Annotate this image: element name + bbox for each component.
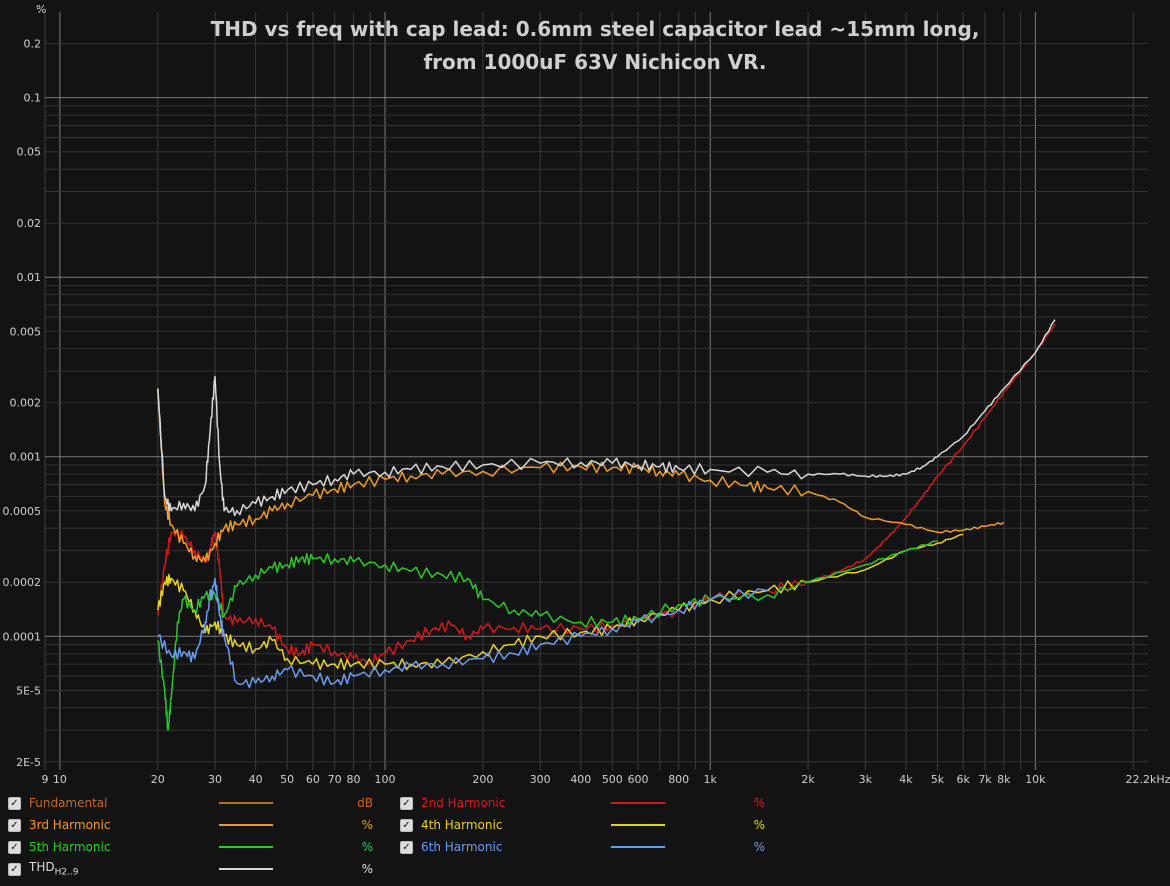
series-line-2nd-harmonic [157,323,1056,667]
legend-swatch [219,846,273,848]
x-tick-labels: 9 10 20 30 40 50 60 70 80 100 200 300 400 500 600 800 1k… [42,773,1170,786]
legend-checkbox[interactable]: ✓ [8,840,21,854]
legend-checkbox[interactable]: ✓ [8,818,21,832]
legend-swatch [219,824,273,826]
x-tick-label: 500 [602,773,623,786]
x-tick-label: 20 [151,773,165,786]
legend-unit: % [361,840,373,854]
legend-checkbox[interactable]: ✓ [8,862,21,876]
legend-unit: % [361,818,373,832]
series-line-5th-harmonic [157,540,938,731]
y-tick-label: 0.02 [17,217,42,230]
legend-unit: % [753,796,765,810]
legend-item-fundamental[interactable]: ✓ Fundamental dB [8,793,373,813]
x-tick-label: 10 [53,773,67,786]
x-tick-label: 6k [957,773,971,786]
x-tick-label: 40 [249,773,263,786]
legend-swatch [219,802,273,804]
y-tick-label: 0.0002 [3,576,42,589]
legend-label-subscript: H2..9 [54,867,79,878]
y-tick-label: 0.05 [17,146,42,159]
x-tick-label: 7k [978,773,992,786]
x-tick-label: 80 [347,773,361,786]
x-tick-label: 300 [530,773,551,786]
legend-item-2nd-harmonic[interactable]: ✓ 2nd Harmonic% [400,793,765,813]
x-tick-label: 800 [668,773,689,786]
y-tick-label: 0.002 [10,397,42,410]
legend-swatch [219,868,273,870]
x-tick-label: 5k [931,773,945,786]
x-tick-label: 9 [42,773,49,786]
y-tick-label: 0.001 [10,451,42,464]
legend-unit: dB [357,796,373,810]
x-tick-label: 400 [570,773,591,786]
legend-item-6th-harmonic[interactable]: ✓ 6th Harmonic% [400,837,765,857]
x-tick-label: 1k [704,773,718,786]
legend-checkbox[interactable]: ✓ [400,796,413,810]
legend-label: 6th Harmonic [421,840,503,854]
x-tick-label: 4k [899,773,913,786]
y-tick-label: 0.005 [10,325,42,338]
x-tick-label: 100 [375,773,396,786]
legend-item-3rd-harmonic[interactable]: ✓ 3rd Harmonic% [8,815,373,835]
thd-chart: 0.2 0.1 0.05 0.02 0.01 0.005 0.002 0.001 0.0005 0… [2,3,1170,786]
x-tick-label: 60 [306,773,320,786]
legend-unit: % [753,840,765,854]
series-line-4th-harmonic [157,533,964,671]
x-tick-label: 8k [997,773,1011,786]
y-tick-label: 0.1 [24,92,42,105]
x-tick-label: 200 [472,773,493,786]
legend-item-thd[interactable]: ✓ THDH2..9% [8,859,373,879]
x-tick-label: 30 [208,773,222,786]
x-tick-label: 50 [280,773,294,786]
legend-item-5th-harmonic[interactable]: ✓ 5th Harmonic% [8,837,373,857]
legend-label: Fundamental [29,796,108,810]
legend-swatch [611,824,665,826]
legend-unit: % [361,862,373,876]
x-tick-label: 70 [328,773,342,786]
legend-checkbox[interactable]: ✓ [400,840,413,854]
legend-unit: % [753,818,765,832]
x-tick-label: 600 [628,773,649,786]
legend-checkbox[interactable]: ✓ [8,796,21,810]
y-unit-label: % [36,3,46,16]
y-tick-label: 0.01 [17,271,42,284]
chart-title-line1: THD vs freq with cap lead: 0.6mm steel c… [211,17,980,41]
y-tick-label: 0.2 [24,38,42,51]
series-line-thd [157,319,1056,517]
legend-label: 5th Harmonic [29,840,111,854]
y-tick-label: 5E-5 [16,684,41,697]
legend-swatch [611,846,665,848]
x-tick-label: 22.2kHz [1126,773,1170,786]
x-tick-label: 3k [859,773,873,786]
series-lines [157,319,1056,731]
y-tick-label: 0.0005 [3,505,42,518]
legend-checkbox[interactable]: ✓ [400,818,413,832]
legend-label: 2nd Harmonic [421,796,506,810]
legend-label: 4th Harmonic [421,818,503,832]
x-tick-label: 10k [1025,773,1046,786]
grid [44,12,1148,770]
legend-swatch [611,802,665,804]
x-tick-label: 2k [801,773,815,786]
legend-label: 3rd Harmonic [29,818,111,832]
legend-item-4th-harmonic[interactable]: ✓ 4th Harmonic% [400,815,765,835]
y-tick-label: 2E-5 [16,756,41,769]
y-tick-labels: 0.2 0.1 0.05 0.02 0.01 0.005 0.002 0.001 0.0005 0… [3,38,42,769]
series-line-6th-harmonic [157,577,768,689]
legend-label: THDH2..9 [29,860,79,878]
chart-title-line2: from 1000uF 63V Nichicon VR. [423,50,766,74]
y-tick-label: 0.0001 [3,630,42,643]
